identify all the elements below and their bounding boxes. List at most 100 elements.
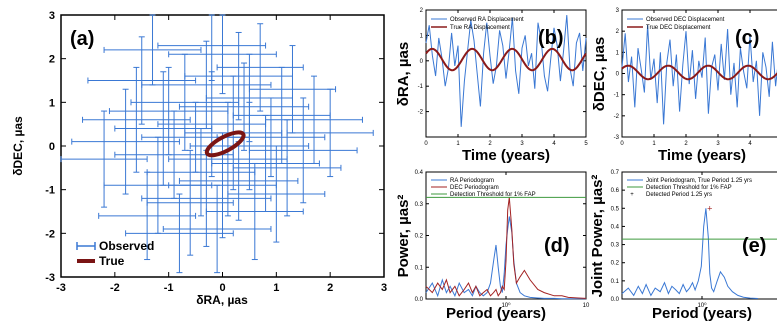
panel-label-c: (c)	[735, 27, 759, 49]
y-tick-label: 0.1	[415, 265, 424, 271]
legend-c-observed-label: Observed DEC Displacement	[646, 17, 725, 23]
y-tick-label: 0.6	[611, 188, 620, 194]
legend-b-true-label: True RA Displacement	[450, 25, 510, 31]
lines-e: +	[621, 203, 777, 299]
true-ellipse	[204, 130, 246, 158]
lines-b	[425, 15, 587, 127]
plot-frame-b	[425, 9, 587, 138]
x-tick-label: 5	[584, 141, 588, 147]
x-tick-label: 1	[456, 141, 460, 147]
legend-d-dec-label: DEC Periodogram	[450, 185, 499, 191]
y-tick-label: -2	[45, 228, 55, 240]
y-tick-label: 3	[616, 8, 620, 14]
x-tick-label: 2	[488, 141, 492, 147]
legend-observed-label: Observed	[99, 239, 154, 253]
legend-e-threshold-label: Detection Threshold for 1% FAP	[646, 185, 732, 191]
lines-c	[621, 24, 777, 125]
y-tick-label: 0.0	[611, 297, 620, 303]
y-tick-label: 0.2	[611, 261, 620, 267]
x-axis-label-a: δRA, µas	[196, 293, 248, 307]
x-tick-label: 1	[652, 141, 656, 147]
y-axis-label-b: δRA, µas	[395, 42, 412, 106]
panel-e: 10⁰ 0.0 0.1 0.2 0.3 0.4 0.5 0.6 0.7 + (e) Period…	[589, 170, 777, 322]
y-tick-label: 1	[49, 97, 55, 109]
legend-e-marker-swatch: +	[630, 192, 634, 198]
x-tick-label: 4	[552, 141, 556, 147]
legend-d: RA Periodogram DEC Periodogram Detection…	[431, 178, 536, 198]
x-tick-label: 3	[520, 141, 524, 147]
legend-d-threshold-label: Detection Threshold for 1% FAP	[450, 192, 536, 198]
x-tick-label: 0	[620, 141, 624, 147]
y-tick-label: 0.2	[415, 234, 424, 240]
periodogram-line	[621, 208, 758, 299]
y-tick-label: 3	[49, 10, 55, 22]
ticks-e: 10⁰ 0.0 0.1 0.2 0.3 0.4 0.5 0.6 0.7	[611, 170, 707, 309]
x-tick-label: -3	[56, 282, 66, 294]
true-sine-line	[425, 47, 587, 72]
y-tick-label: 0.7	[611, 170, 620, 176]
periodogram-line	[425, 197, 587, 299]
legend-c: Observed DEC Displacement True DEC Displ…	[627, 17, 725, 31]
y-tick-label: 0.4	[611, 224, 620, 230]
x-tick-label: 4	[748, 141, 752, 147]
x-tick-label: 10	[583, 303, 590, 309]
y-tick-label: 0	[49, 141, 55, 153]
y-tick-label: -2	[418, 110, 424, 116]
y-tick-label: -3	[45, 272, 55, 284]
x-tick-label: 2	[684, 141, 688, 147]
detected-period-marker: +	[707, 203, 712, 213]
legend-b: Observed RA Displacement True RA Displac…	[431, 17, 524, 31]
y-tick-label: -3	[614, 135, 620, 141]
panel-label-b: (b)	[538, 27, 564, 49]
legend-true-label: True	[99, 254, 125, 268]
x-tick-label: 0	[424, 141, 428, 147]
y-tick-label: 2	[49, 54, 55, 66]
panel-c: 0 1 2 3 4 -3 -2 -1 0 1 2 3 (c) Time (years) δDEC, µ…	[591, 8, 777, 164]
x-tick-label: 3	[381, 282, 387, 294]
legend-c-true-label: True DEC Displacement	[646, 25, 711, 31]
y-tick-label: 0.3	[611, 243, 620, 249]
x-tick-label: -2	[110, 282, 120, 294]
y-axis-label-e: Joint Power, µas²	[589, 175, 606, 298]
panel-label-e: (e)	[742, 235, 766, 257]
y-tick-label: -1	[418, 84, 424, 90]
y-tick-label: 0.1	[611, 279, 620, 285]
x-tick-label: 2	[327, 282, 333, 294]
true-sine-line	[621, 64, 777, 81]
y-tick-label: 0	[420, 59, 424, 65]
y-tick-label: 1	[616, 50, 620, 56]
y-axis-label-c: δDEC, µas	[591, 37, 608, 111]
x-tick-label: 3	[716, 141, 720, 147]
legend-a: Observed True	[76, 239, 154, 268]
y-tick-label: 0.4	[415, 170, 424, 176]
x-axis-label-c: Time (years)	[658, 147, 746, 164]
y-tick-label: 0.0	[415, 297, 424, 303]
legend-d-ra-label: RA Periodogram	[450, 178, 494, 184]
ticks-a: -3 -2 -1 0 1 2 3 -3 -2 -1 0 1 2 3	[45, 10, 387, 294]
ticks-c: 0 1 2 3 4 -3 -2 -1 0 1 2 3	[614, 8, 753, 147]
y-axis-label-d: Power, µas²	[395, 195, 412, 278]
legend-e: Joint Periodogram, True Period 1.25 yrs …	[627, 178, 752, 198]
y-tick-label: 0.5	[611, 206, 620, 212]
y-axis-label-a: δDEC, µas	[11, 116, 25, 176]
panel-a: -3 -2 -1 0 1 2 3 -3 -2 -1 0 1 2 3 (a) δRA, µas δDEC, …	[11, 10, 387, 307]
x-tick-label: 10⁰	[697, 302, 707, 309]
lines-d	[425, 196, 587, 300]
ticks-b: 0 1 2 3 4 5 -2 -1 0 1 2	[418, 8, 589, 147]
x-axis-label-e: Period (years)	[652, 305, 752, 322]
panel-d: 10⁰ 100.00.10.20.30.4 (d) Period (years) …	[395, 170, 590, 322]
periodogram-line	[425, 216, 586, 300]
legend-e-marker-label: Detected Period 1.25 yrs	[646, 192, 712, 198]
x-axis-label-d: Period (years)	[446, 305, 546, 322]
y-tick-label: 2	[616, 29, 620, 35]
x-axis-label-b: Time (years)	[462, 147, 550, 164]
x-tick-label: -1	[164, 282, 174, 294]
y-tick-label: -2	[614, 114, 620, 120]
y-tick-label: -1	[614, 93, 620, 99]
ticks-d: 10⁰ 10 0.0 0.1 0.2 0.3 0.4	[415, 170, 590, 309]
x-tick-label: 10⁰	[501, 302, 511, 309]
true-orbit-ellipse	[204, 130, 246, 158]
panel-label-d: (d)	[544, 235, 570, 257]
